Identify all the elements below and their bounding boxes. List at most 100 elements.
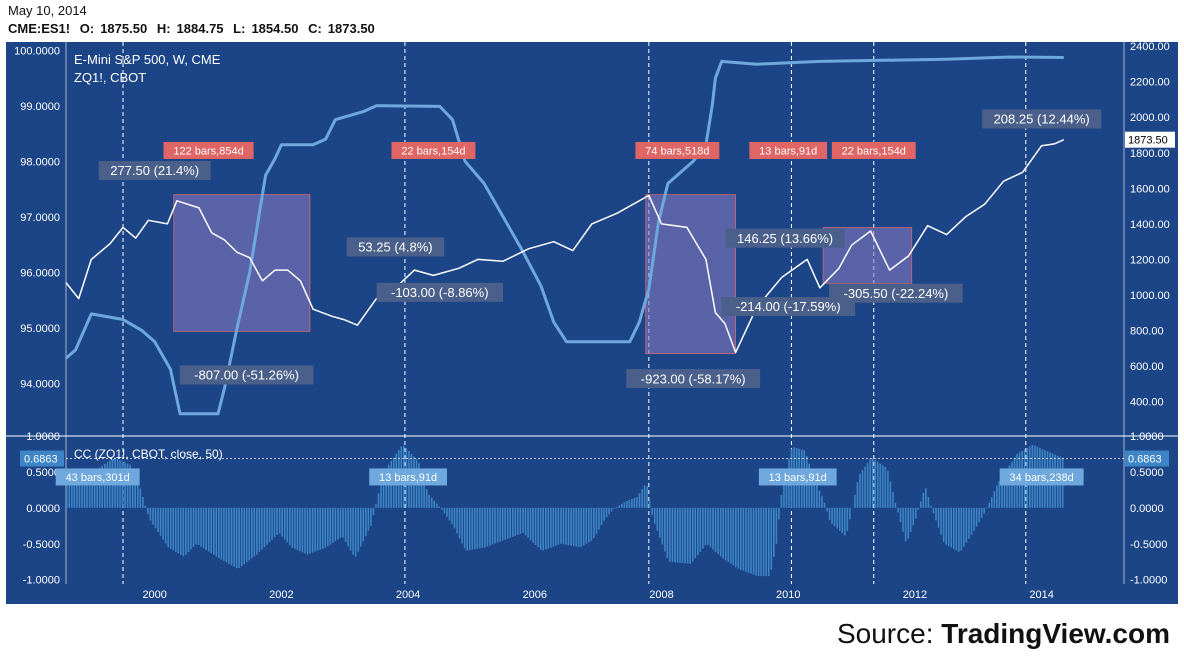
cc-bar	[696, 507, 699, 556]
cc-bar	[491, 507, 494, 545]
cc-bar	[382, 471, 385, 508]
cc-bar	[319, 507, 322, 550]
cc-bar	[96, 470, 99, 508]
cc-bar	[636, 497, 638, 508]
cc-bar	[841, 507, 844, 534]
cc-bar	[476, 507, 479, 549]
cc-bar	[884, 467, 887, 508]
cc-bar	[894, 502, 897, 508]
annotation-8: 208.25 (12.44%)	[982, 109, 1102, 129]
cc-bar	[828, 507, 831, 521]
cc-bar	[387, 464, 390, 508]
cc-bar	[826, 507, 828, 512]
cc-bar	[248, 507, 251, 561]
cc-bar	[147, 507, 149, 515]
cc-bar	[963, 507, 965, 547]
cc-bar	[755, 507, 757, 576]
open-value: 1875.50	[100, 21, 148, 36]
x-axis-tick-5: 2010	[776, 589, 800, 601]
cc-bar	[468, 507, 471, 551]
cc-bar	[598, 507, 600, 530]
annotation-1-text: -807.00 (-51.26%)	[194, 368, 299, 383]
cc-bar	[638, 493, 641, 508]
cc-bar	[172, 507, 175, 551]
cc-bar	[286, 507, 289, 543]
cc-bar	[71, 478, 73, 508]
right-axis-tick-5: 1400.00	[1130, 219, 1170, 231]
cc-right-value-bg	[1125, 450, 1169, 467]
cc-bar	[93, 473, 96, 508]
cc-bar	[268, 507, 271, 543]
cc-bar	[955, 507, 958, 551]
cc-bar	[914, 507, 917, 519]
cc-bar	[152, 507, 154, 525]
cc-bar	[811, 471, 813, 508]
cc-bar	[808, 463, 811, 508]
annotation-8-bg	[982, 109, 1102, 129]
symbol-label: CME:ES1!	[8, 21, 71, 36]
cc-bar	[304, 507, 306, 554]
left-axis-tick-5: 95.0000	[20, 323, 60, 335]
cc-bar	[874, 460, 876, 508]
cc-bar	[922, 492, 925, 508]
cc-bars-label-2-text: 13 bars,91d	[769, 472, 827, 484]
cc-bar	[192, 507, 195, 547]
cc-bar	[582, 507, 585, 546]
es-line	[65, 139, 1065, 354]
cc-bar	[212, 507, 215, 555]
cc-bar	[273, 507, 276, 538]
low-label: L:	[233, 21, 246, 36]
cc-bar	[770, 507, 773, 570]
cc-bar	[443, 507, 446, 514]
cc-bar	[104, 464, 106, 508]
cc-bar	[917, 507, 920, 510]
cc-bar	[352, 507, 354, 555]
cc-bar	[952, 507, 955, 549]
cc-bar	[210, 507, 213, 554]
cc-bar	[149, 507, 152, 521]
cc-bar	[694, 507, 697, 559]
cc-bar	[76, 481, 78, 508]
cc-bar	[542, 507, 545, 551]
cc-bar	[547, 507, 550, 549]
cc-bar	[552, 507, 555, 547]
cc-bar	[309, 507, 311, 554]
cc-bar	[646, 486, 648, 508]
cc-bar	[785, 468, 788, 508]
cc-bar	[126, 463, 129, 508]
right-axis-tick-3: 1800.00	[1130, 148, 1170, 160]
right-axis-tick-2: 2000.00	[1130, 112, 1170, 124]
right-axis-tick-8: 800.00	[1130, 326, 1164, 338]
cc-bar	[780, 494, 783, 508]
cc-bar	[164, 507, 167, 544]
source-prefix: Source:	[836, 618, 942, 649]
cc-bar	[849, 507, 851, 520]
cc-bar	[433, 500, 436, 508]
cc-bar	[593, 507, 595, 539]
cc-bar	[182, 507, 185, 557]
cc-bar	[620, 503, 623, 508]
right-axis-tick-0: 2400.00	[1130, 41, 1170, 53]
cc-bar	[316, 507, 319, 551]
bars-label-4-text: 22 bars,154d	[842, 145, 906, 157]
x-axis-tick-6: 2012	[903, 589, 927, 601]
cc-bar	[628, 499, 631, 508]
cc-bar	[760, 507, 762, 577]
cc-bar	[661, 507, 664, 545]
cc-bar	[1001, 476, 1003, 508]
cc-bar	[550, 507, 552, 548]
cc-bar	[98, 467, 101, 508]
chart-date: May 10, 2014	[8, 3, 87, 18]
x-axis-tick-2: 2004	[396, 589, 420, 601]
cc-bar	[342, 507, 344, 538]
cc-bar	[871, 458, 874, 508]
cc-bar	[585, 507, 588, 544]
cc-bar	[909, 507, 912, 533]
cc-bar	[504, 507, 507, 540]
cc-bar	[435, 503, 438, 508]
cc-bar	[479, 507, 481, 549]
cc-bar	[261, 507, 263, 550]
cc-bar	[823, 502, 826, 508]
cc-bars-label-0-text: 43 bars,301d	[66, 472, 130, 484]
